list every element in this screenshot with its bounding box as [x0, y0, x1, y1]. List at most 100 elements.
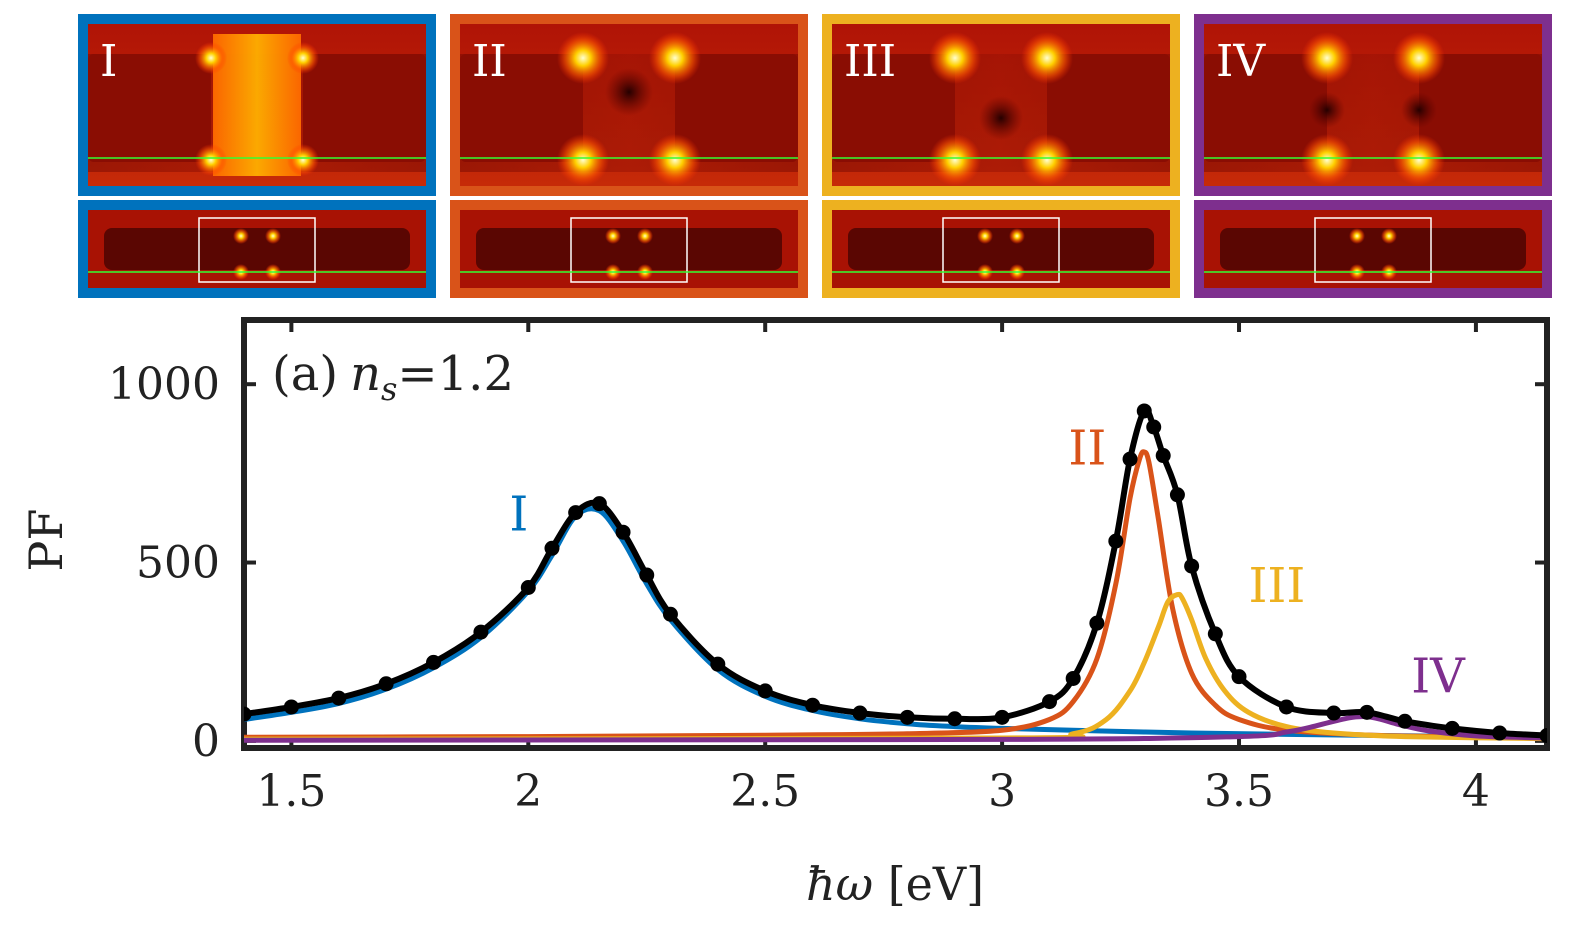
field-map-panels: I II III IV: [78, 14, 1552, 298]
zoom-window: [1314, 217, 1432, 283]
mode-label: II: [472, 36, 507, 87]
hotspot: [977, 228, 993, 244]
rod-left: [460, 54, 583, 162]
index-symbol: n: [350, 346, 381, 402]
total-marker: [1184, 558, 1200, 574]
mode-label: III: [844, 36, 896, 87]
hotspot: [649, 32, 701, 84]
rod-left: [832, 54, 955, 162]
rod-left: [88, 54, 211, 162]
axis-tick-labels: 1.5 2 2.5 3 3.5 4 0 500 1000: [108, 359, 1490, 817]
hotspot: [1349, 228, 1365, 244]
field-panel-II: II: [450, 14, 808, 298]
hotspot: [1021, 134, 1073, 186]
total-marker: [710, 656, 726, 672]
x-tick-label: 4: [1462, 766, 1490, 817]
total-marker: [331, 690, 347, 706]
total-marker: [591, 496, 607, 512]
series-label-I: I: [509, 486, 528, 542]
hotspot: [929, 32, 981, 84]
hotspot: [1301, 32, 1353, 84]
hotspot: [1009, 228, 1025, 244]
total-marker: [1359, 704, 1375, 720]
y-tick-label: 0: [192, 716, 220, 767]
hotspot: [233, 228, 249, 244]
index-value: =1.2: [397, 346, 514, 402]
panel-letter: (a): [272, 346, 338, 402]
total-marker: [1397, 713, 1413, 729]
y-tick-label: 1000: [108, 359, 220, 410]
total-marker: [899, 709, 915, 725]
overview-slab: [1220, 228, 1526, 270]
total-marker: [1169, 487, 1185, 503]
hotspot: [1393, 134, 1445, 186]
total-marker: [947, 711, 963, 727]
rod-right: [303, 54, 426, 162]
hotspot: [929, 134, 981, 186]
series-line-IV: [244, 713, 1547, 743]
total-marker: [568, 505, 584, 521]
total-marker: [1122, 451, 1138, 467]
total-marker: [1278, 699, 1294, 715]
hotspot: [557, 134, 609, 186]
hotspot: [265, 228, 281, 244]
hotspot: [195, 144, 227, 176]
x-tick-label: 2: [514, 766, 542, 817]
total-marker: [1444, 720, 1460, 736]
hotspot: [287, 144, 319, 176]
field-node: [1401, 92, 1437, 128]
hotspot: [557, 32, 609, 84]
total-marker: [378, 676, 394, 692]
series-label-IV: IV: [1411, 649, 1466, 705]
index-subscript: s: [381, 370, 397, 408]
total-marker: [994, 709, 1010, 725]
field-panel-IV: IV: [1194, 14, 1552, 298]
hotspot: [1021, 32, 1073, 84]
total-marker: [852, 705, 868, 721]
total-marker: [426, 654, 442, 670]
total-marker: [1539, 728, 1547, 744]
hotspot: [649, 134, 701, 186]
hotspot: [1301, 134, 1353, 186]
overview-slab: [848, 228, 1154, 270]
rod-right: [1047, 54, 1170, 162]
rod-left: [1204, 54, 1327, 162]
total-markers: [244, 403, 1547, 744]
total-marker: [805, 697, 821, 713]
total-marker: [1326, 705, 1342, 721]
overview-slab: [104, 228, 410, 270]
zoom-window: [942, 217, 1060, 283]
panel-annotation: (a) ns=1.2: [272, 346, 514, 408]
series-label-III: III: [1248, 558, 1305, 614]
total-marker: [520, 580, 536, 595]
y-tick-label: 500: [136, 538, 220, 589]
hotspot: [605, 228, 621, 244]
total-marker: [1155, 448, 1171, 464]
total-marker: [1207, 626, 1223, 642]
hotspot: [1381, 228, 1397, 244]
x-tick-label: 2.5: [730, 766, 800, 817]
total-marker: [244, 706, 252, 722]
total-marker: [1041, 694, 1057, 710]
x-tick-label: 3.5: [1204, 766, 1274, 817]
total-marker: [639, 567, 655, 583]
overview-slab: [476, 228, 782, 270]
mode-label: I: [100, 36, 117, 87]
x-axis-units: [eV]: [873, 857, 984, 911]
zoom-window: [570, 217, 688, 283]
x-axis-symbol: ħω: [806, 857, 873, 911]
series-line-II: [244, 449, 1547, 741]
x-axis-label: ħω [eV]: [806, 857, 984, 911]
field-panel-III: III: [822, 14, 1180, 298]
total-marker: [1136, 403, 1152, 419]
x-tick-label: 3: [988, 766, 1016, 817]
plot-frame: [241, 317, 1550, 751]
total-marker: [473, 624, 489, 640]
total-marker: [1108, 533, 1124, 549]
total-marker: [615, 524, 631, 540]
total-marker: [1089, 615, 1105, 631]
field-node: [979, 96, 1023, 140]
total-marker: [283, 699, 299, 715]
